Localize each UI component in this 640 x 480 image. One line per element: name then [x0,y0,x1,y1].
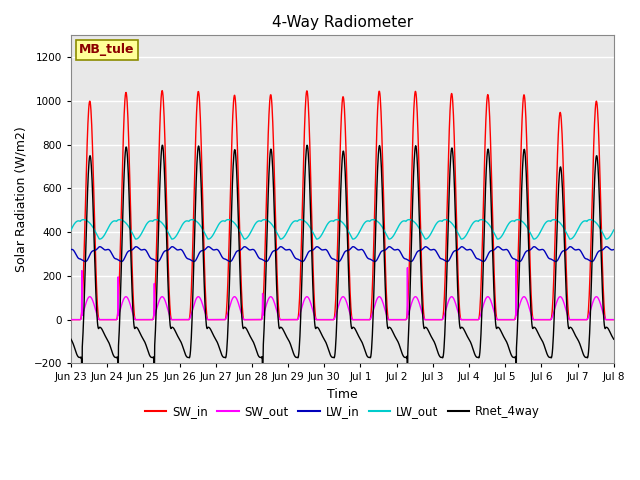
SW_out [175,317,182,323]
SW_out [546,317,554,323]
SW_out [512,257,520,263]
Line: SW_out: SW_out [71,260,614,320]
SW_in [188,268,196,274]
LW_in [546,256,554,262]
SW_out [67,317,75,323]
Legend: SW_in, SW_out, LW_in, LW_out, Rnet_4way: SW_in, SW_out, LW_in, LW_out, Rnet_4way [140,401,544,423]
Line: SW_in: SW_in [71,91,614,320]
LW_in [249,247,257,252]
SW_in [427,317,435,323]
LW_out [427,231,435,237]
LW_out [249,226,257,231]
SW_out [497,317,505,323]
LW_in [610,247,618,252]
Text: MB_tule: MB_tule [79,43,134,56]
SW_in [610,317,618,323]
Rnet_4way [427,333,435,339]
SW_in [159,88,166,94]
SW_in [546,317,554,323]
Rnet_4way [610,336,618,342]
LW_in [175,247,182,252]
SW_in [249,317,257,323]
Rnet_4way [188,317,196,323]
X-axis label: Time: Time [327,388,358,401]
LW_out [67,227,75,233]
LW_out [602,236,610,242]
SW_in [67,317,75,323]
LW_in [499,247,506,252]
LW_in [422,244,429,250]
Line: LW_in: LW_in [71,247,614,262]
Title: 4-Way Radiometer: 4-Way Radiometer [272,15,413,30]
LW_out [610,227,618,233]
LW_in [81,259,89,264]
Y-axis label: Solar Radiation (W/m2): Solar Radiation (W/m2) [15,127,28,272]
Rnet_4way [249,338,257,344]
Line: LW_out: LW_out [71,220,614,239]
LW_in [188,258,196,264]
Rnet_4way [498,330,506,336]
LW_out [152,217,159,223]
SW_out [610,317,618,323]
SW_out [248,317,256,323]
LW_in [67,247,75,252]
SW_out [188,310,195,316]
Rnet_4way [175,335,182,341]
Rnet_4way [159,142,166,148]
LW_out [546,218,554,224]
Rnet_4way [546,355,554,360]
LW_out [175,228,182,234]
LW_out [498,233,506,239]
SW_out [427,317,435,323]
SW_in [498,317,506,323]
LW_in [428,247,435,253]
LW_out [188,217,196,223]
SW_in [175,317,182,323]
Rnet_4way [512,406,520,412]
Rnet_4way [67,336,75,342]
Line: Rnet_4way: Rnet_4way [71,145,614,409]
